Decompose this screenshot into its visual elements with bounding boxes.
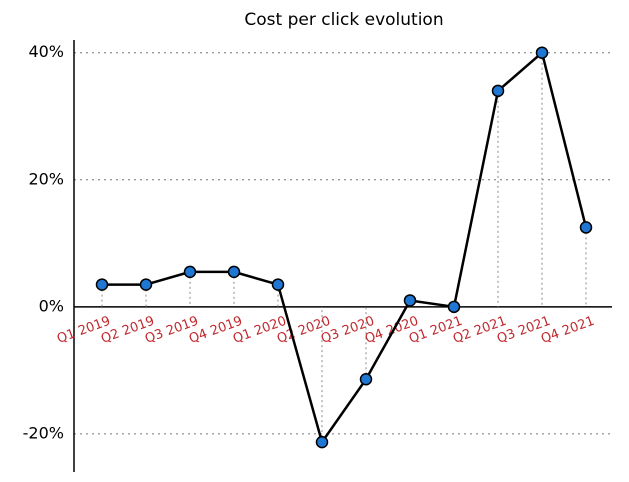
point — [579, 221, 593, 234]
point — [227, 265, 241, 279]
point — [535, 46, 549, 59]
point — [403, 294, 417, 307]
y-tick-label: 0% — [39, 296, 64, 315]
y-tick-label: 20% — [28, 169, 64, 188]
point — [95, 278, 109, 291]
point — [315, 435, 329, 449]
point — [139, 278, 153, 291]
point — [183, 265, 197, 279]
line — [102, 51, 588, 444]
point — [271, 278, 285, 291]
chart-title: Cost per click evolution — [244, 10, 443, 30]
point — [359, 372, 373, 386]
y-tick-label: -20% — [23, 423, 64, 442]
point — [447, 300, 461, 314]
point — [491, 84, 505, 98]
y-tick-label: 40% — [28, 42, 64, 61]
